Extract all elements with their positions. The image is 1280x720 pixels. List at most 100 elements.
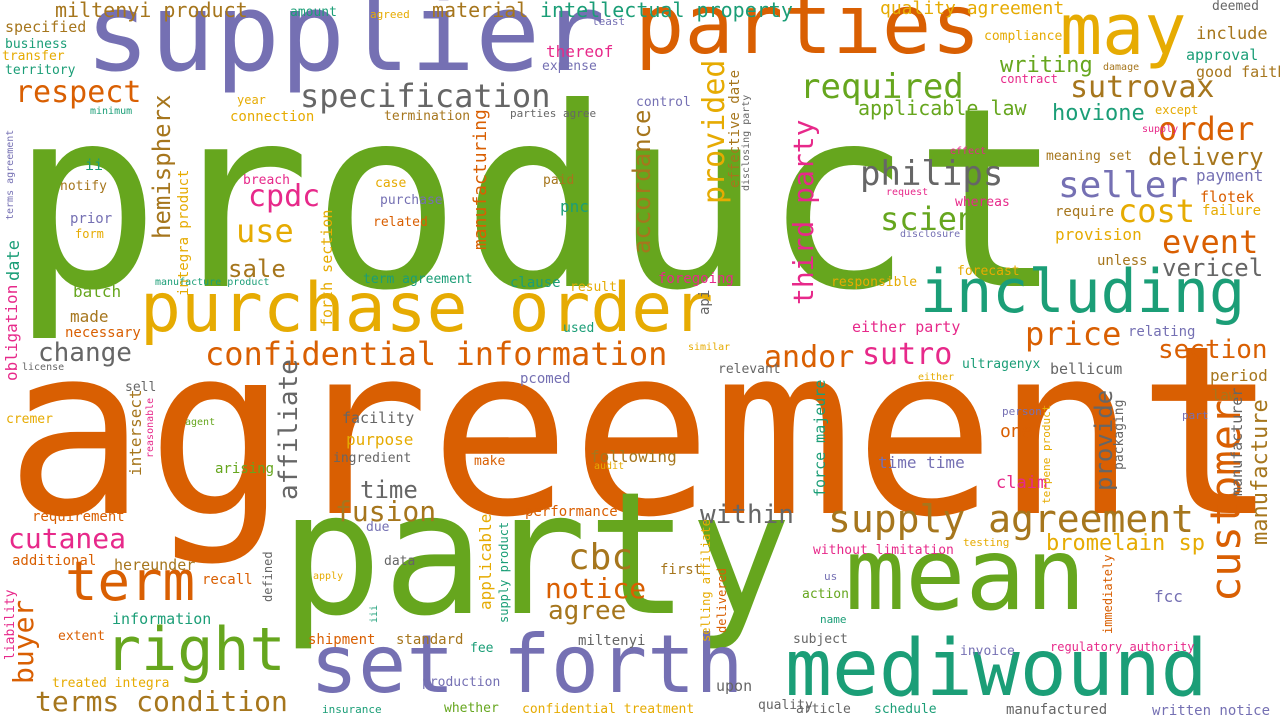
word-selling-affiliate: selling affiliate xyxy=(699,519,713,643)
word-fee: fee xyxy=(470,641,494,656)
word-defined: defined xyxy=(261,551,275,603)
word-amount: amount xyxy=(290,5,337,20)
word-territory: territory xyxy=(5,63,76,78)
word-connection: connection xyxy=(230,109,315,125)
word-except: except xyxy=(1155,103,1199,117)
word-relating: relating xyxy=(1128,324,1196,340)
word-hereunder: hereunder xyxy=(114,556,196,574)
word-sale: sale xyxy=(228,255,286,283)
word-set-forth: set forth xyxy=(310,618,744,711)
word-good-faith: good faith xyxy=(1196,63,1280,81)
word-without-limitation: without limitation xyxy=(813,543,954,558)
word-facility: facility xyxy=(342,409,415,427)
word-manufacturing: manufacturing xyxy=(470,109,491,251)
word-shipment: shipment xyxy=(308,632,376,648)
word-least: least xyxy=(592,15,626,28)
word-force-majeure: force majeure xyxy=(811,379,829,497)
word-packaging: packaging xyxy=(1112,399,1127,471)
word-hovione: hovione xyxy=(1052,101,1145,126)
word-treated-integra: treated integra xyxy=(52,676,170,691)
word-change: change xyxy=(38,338,132,368)
word-data: data xyxy=(384,554,416,569)
word-term: term xyxy=(65,550,196,613)
word-necessary: necessary xyxy=(65,325,141,341)
word-disclosing-party: disclosing party xyxy=(741,94,752,191)
word-transfer: transfer xyxy=(2,49,65,64)
word-prior: prior xyxy=(70,211,113,227)
word-supplier: supplier xyxy=(85,0,606,96)
word-name: name xyxy=(820,613,847,626)
word-parties: parties xyxy=(635,0,981,73)
word-extent: extent xyxy=(58,629,105,644)
word-ii: ii xyxy=(85,156,104,174)
word-purchase: purchase xyxy=(380,193,443,208)
word-term-agreement: term agreement xyxy=(363,272,473,287)
word-third-party: third party xyxy=(787,119,820,305)
word-agreement: agreement xyxy=(5,296,1279,569)
word-additional: additional xyxy=(12,553,97,569)
word-require: require xyxy=(1055,204,1115,220)
word-confidential-treatment: confidential treatment xyxy=(522,702,695,717)
word-case: case xyxy=(375,176,407,191)
word-foregoing: foregoing xyxy=(658,271,734,287)
word-article: article xyxy=(796,702,851,717)
word-whether: whether xyxy=(444,701,499,716)
word-meaning-set: meaning set xyxy=(1046,149,1133,164)
word-us: us xyxy=(824,570,838,583)
word-event: event xyxy=(1162,223,1259,261)
word-mean: mean xyxy=(845,516,1086,633)
word-confidential-information: confidential information xyxy=(205,335,668,373)
word-time: time xyxy=(360,476,418,504)
word-affiliate: affiliate xyxy=(274,359,304,501)
word-party: party xyxy=(280,456,792,654)
word-accordance: accordance xyxy=(628,109,656,255)
word-pcomed: pcomed xyxy=(520,371,571,387)
word-agreed: agreed xyxy=(370,8,410,21)
word-applicable-law: applicable law xyxy=(858,96,1027,120)
word-notify: notify xyxy=(60,179,107,194)
word-andor: andor xyxy=(764,340,855,375)
word-damage: damage xyxy=(1103,62,1140,73)
word-cost: cost xyxy=(1118,192,1196,230)
word-provision: provision xyxy=(1055,225,1142,244)
word-minimum: minimum xyxy=(90,106,133,117)
word-used: used xyxy=(563,321,595,336)
word-termination: termination xyxy=(384,109,471,124)
word-section: section xyxy=(1158,335,1268,365)
word-include: include xyxy=(1196,24,1268,44)
word-whereas: whereas xyxy=(955,195,1010,210)
word-immediately: immediately xyxy=(1101,554,1115,635)
word-year: year xyxy=(237,93,266,107)
word-date: date xyxy=(4,239,24,281)
word-cremer: cremer xyxy=(6,412,53,427)
word-written-notice: written notice xyxy=(1152,703,1271,719)
word-arising: arising xyxy=(215,461,275,477)
word-similar: similar xyxy=(688,342,731,353)
word-supply: supply xyxy=(1142,124,1179,135)
word-standard: standard xyxy=(396,632,464,648)
word-insurance: insurance xyxy=(322,703,382,716)
word-responsible: responsible xyxy=(831,275,918,290)
word-testing: testing xyxy=(963,536,1010,549)
word-unless: unless xyxy=(1097,253,1148,269)
word-fcc: fcc xyxy=(1154,587,1183,606)
word-control: control xyxy=(636,95,691,110)
word-ingredient: ingredient xyxy=(333,451,412,466)
word-scien: scien xyxy=(880,200,977,238)
word-reasonable: reasonable xyxy=(145,397,156,458)
word-batch: batch xyxy=(73,282,122,301)
word-paid: paid xyxy=(543,173,575,188)
word-may: may xyxy=(1060,0,1187,71)
word-intellectual-property: intellectual property xyxy=(540,0,793,22)
word-information: information xyxy=(112,610,212,628)
word-requirement: requirement xyxy=(32,509,125,525)
word-bromelain-sp: bromelain sp xyxy=(1046,531,1205,556)
word-clause: clause xyxy=(510,275,561,291)
word-payment: payment xyxy=(1196,166,1264,185)
word-quality-agreement: quality agreement xyxy=(880,0,1065,19)
word-fusion: fusion xyxy=(335,495,437,528)
word-delivered: delivered xyxy=(715,567,729,633)
word-time-time: time time xyxy=(878,453,965,472)
word-person: person xyxy=(1002,405,1042,418)
